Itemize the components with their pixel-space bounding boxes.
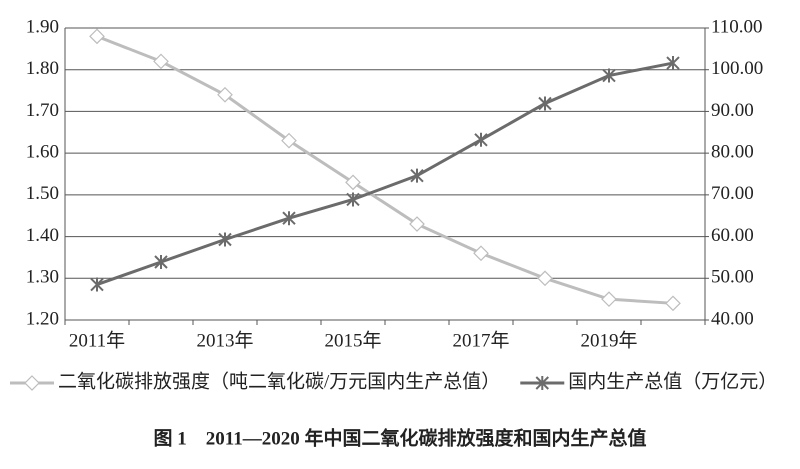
y-tick-label: 1.60 [26,142,59,163]
marker [281,132,297,149]
y2-tick-label: 40.00 [711,308,754,329]
x-tick-label: 2019年 [580,329,637,351]
y-tick-label: 1.70 [26,100,59,121]
x-tick-label: 2017年 [452,329,509,351]
line [96,34,674,305]
x-tick-label: 2013年 [196,329,253,351]
marker [665,295,681,312]
legend-label: 二氧化碳排放强度（吨二氧化碳/万元国内生产总值） [58,370,500,392]
x-tick-label: 2015年 [324,329,381,351]
marker [666,56,680,71]
marker [538,96,552,111]
y2-tick-label: 80.00 [711,142,754,163]
marker [345,174,361,191]
legend-marker [24,375,40,391]
marker [601,291,617,307]
y2-tick-label: 110.00 [711,16,763,37]
marker [346,192,360,207]
marker [473,245,489,262]
marker [602,68,616,83]
marker [89,28,105,45]
y-tick-label: 1.20 [26,308,59,329]
y-tick-label: 1.90 [26,16,59,37]
legend-marker [535,376,549,390]
y-tick-label: 1.80 [26,58,59,79]
y2-tick-label: 50.00 [711,267,754,288]
marker [474,132,488,147]
marker [282,211,296,226]
line [96,61,674,286]
legend-label: 国内生产总值（万亿元） [568,370,777,392]
y2-tick-label: 70.00 [711,183,754,204]
marker [153,53,169,70]
y-tick-label: 1.30 [26,267,59,288]
marker [409,216,425,232]
marker [217,86,233,103]
y-tick-label: 1.50 [26,183,59,204]
marker [410,168,424,183]
y2-tick-label: 100.00 [711,58,763,79]
chart-title: 图 1 2011—2020 年中国二氧化碳排放强度和国内生产总值 [154,426,647,449]
y2-tick-label: 90.00 [711,100,754,121]
y2-tick-label: 60.00 [711,225,754,246]
marker [90,277,104,292]
marker [218,232,232,247]
marker [537,270,553,287]
x-tick-label: 2011年 [69,329,125,351]
marker [154,255,168,270]
y-tick-label: 1.40 [26,225,59,246]
